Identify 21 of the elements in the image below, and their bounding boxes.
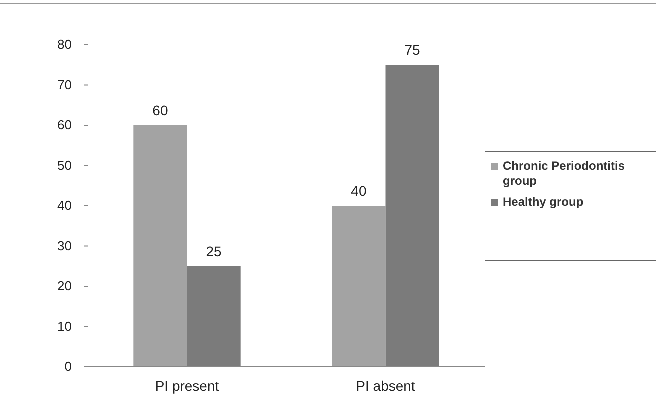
y-tick-label: 60: [58, 118, 72, 133]
data-label: 25: [206, 243, 222, 260]
y-tick-label: 50: [58, 158, 72, 173]
data-label: 60: [152, 102, 168, 118]
y-tick-label: 70: [58, 77, 72, 92]
bar: [134, 126, 188, 367]
y-tick-label: 20: [58, 278, 72, 294]
x-tick-label: PI present: [155, 378, 220, 394]
y-tick-label: 40: [58, 198, 72, 214]
legend-label: Healthy group: [503, 195, 584, 209]
bar: [187, 266, 241, 367]
bar: [386, 65, 440, 367]
bar: [332, 206, 386, 367]
data-label: 75: [404, 42, 421, 58]
data-label: 40: [351, 183, 367, 199]
y-tick-label: 10: [58, 318, 72, 334]
legend-label: Chronic Periodontitis group: [503, 159, 626, 188]
x-tick-label: PI absent: [356, 378, 416, 394]
y-tick-label: 30: [58, 238, 72, 254]
y-tick-label: 80: [58, 37, 72, 52]
y-tick-label: 0: [64, 359, 72, 374]
